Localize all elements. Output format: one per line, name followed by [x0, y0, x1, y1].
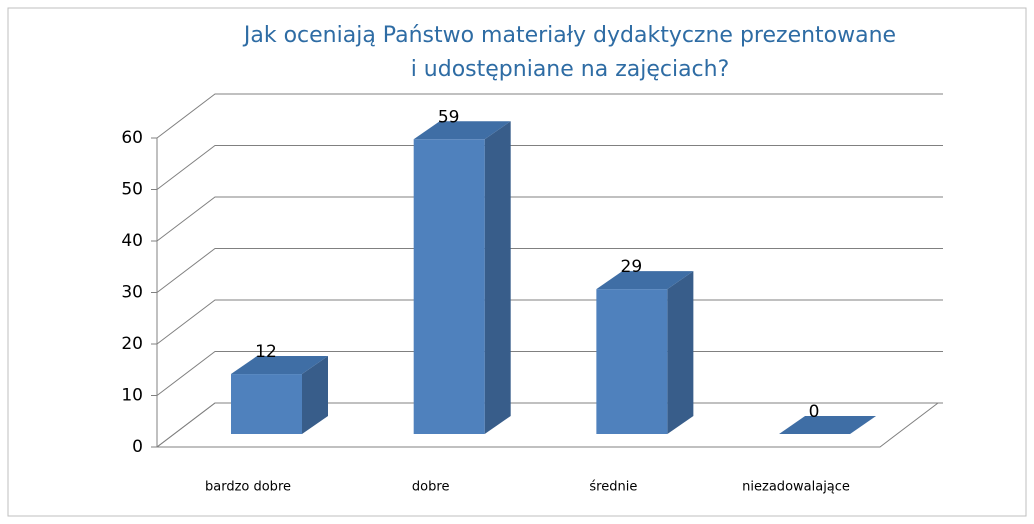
- y-tick-label: 30: [121, 283, 143, 303]
- x-tick-label: średnie: [589, 480, 637, 495]
- bar: [413, 139, 485, 434]
- y-tick-label: 40: [121, 231, 143, 251]
- value-label: 29: [621, 257, 643, 277]
- y-tick-label: 50: [121, 180, 143, 200]
- y-tick-label: 10: [121, 386, 143, 406]
- bar-top: [779, 416, 877, 434]
- chart-frame: [7, 7, 1027, 517]
- y-tick-label: 20: [121, 334, 143, 354]
- grid-line: [156, 145, 943, 190]
- bar-top: [231, 356, 328, 375]
- bar-side: [484, 121, 511, 434]
- y-tick-label: 60: [121, 128, 143, 148]
- bar-top: [413, 121, 511, 140]
- value-label: 12: [255, 342, 277, 362]
- bar-top: [596, 271, 694, 290]
- grid-line: [156, 351, 943, 396]
- x-tick-label: dobre: [412, 480, 450, 495]
- grid-line: [156, 402, 943, 448]
- grid-line: [156, 93, 943, 139]
- bar: [231, 374, 302, 434]
- value-label: 59: [438, 107, 460, 127]
- grid-line: [156, 299, 943, 345]
- bar: [596, 289, 668, 434]
- y-tick-label: 0: [132, 437, 143, 457]
- value-label: 0: [809, 402, 820, 422]
- x-tick-label: bardzo dobre: [205, 480, 291, 495]
- x-tick-label: niezadowalające: [742, 480, 850, 495]
- bar-side: [302, 356, 328, 434]
- bar-side: [667, 271, 694, 434]
- grid-line: [156, 196, 943, 242]
- chart-title: i udostępniane na zajęciach?: [411, 57, 730, 82]
- chart-title: Jak oceniają Państwo materiały dydaktycz…: [242, 23, 896, 48]
- grid-line: [156, 248, 943, 293]
